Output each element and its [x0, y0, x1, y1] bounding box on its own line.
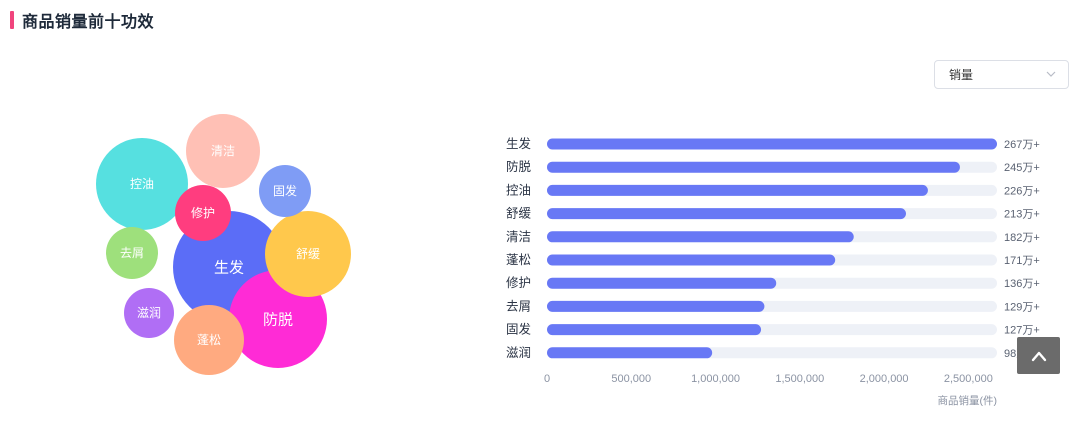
bar-category-label: 修护	[506, 275, 531, 290]
bar-value-label: 136万+	[1004, 278, 1040, 290]
bubble-2[interactable]: 控油	[96, 138, 188, 230]
bar-value-label: 182万+	[1004, 232, 1040, 244]
bar-value-label: 213万+	[1004, 209, 1040, 221]
bar[interactable]	[547, 324, 762, 336]
bubble-circle[interactable]	[186, 114, 260, 188]
bubble-circle[interactable]	[124, 288, 174, 338]
bar-category-label: 蓬松	[506, 253, 531, 267]
bar-category-label: 滋润	[506, 345, 531, 360]
x-tick-label: 2,500,000	[944, 373, 993, 385]
bubble-label: 控油	[130, 177, 154, 191]
bar[interactable]	[547, 208, 906, 220]
bubble-5[interactable]: 蓬松	[174, 305, 244, 375]
x-tick-label: 500,000	[611, 373, 651, 385]
bubble-label: 蓬松	[197, 333, 221, 347]
bubble-label: 去屑	[120, 246, 144, 260]
bubble-circle[interactable]	[106, 227, 158, 279]
bar[interactable]	[547, 347, 713, 359]
bubble-3[interactable]: 舒缓	[265, 211, 351, 297]
bar[interactable]	[547, 277, 777, 289]
section-header: 商品销量前十功效	[10, 10, 155, 31]
back-to-top-button[interactable]	[1017, 337, 1060, 374]
bubble-label: 固发	[273, 183, 297, 198]
bubble-circle[interactable]	[259, 165, 311, 217]
bubble-8[interactable]: 固发	[259, 165, 311, 217]
bar-value-label: 129万+	[1004, 301, 1040, 313]
bubble-4[interactable]: 清洁	[186, 114, 260, 188]
bar-value-label: 171万+	[1004, 255, 1040, 267]
bubble-circle[interactable]	[265, 211, 351, 297]
bar-value-label: 127万+	[1004, 325, 1040, 337]
chevron-down-icon	[1046, 71, 1056, 77]
bar-category-label: 防脱	[506, 159, 532, 174]
bar[interactable]	[547, 138, 997, 150]
bubble-label: 防脱	[263, 311, 293, 328]
bar-value-label: 226万+	[1004, 185, 1040, 197]
metric-select-value: 销量	[949, 68, 974, 82]
bubble-circle[interactable]	[96, 138, 188, 230]
bubble-label: 舒缓	[296, 247, 320, 261]
metric-select[interactable]: 销量	[934, 60, 1069, 89]
bubble-circle[interactable]	[175, 185, 231, 241]
bar[interactable]	[547, 254, 836, 266]
bubble-9[interactable]: 滋润	[124, 288, 174, 338]
bubble-circle[interactable]	[174, 305, 244, 375]
bar-category-label: 清洁	[506, 230, 531, 244]
bar[interactable]	[547, 231, 854, 243]
bar-category-label: 生发	[506, 136, 532, 151]
bar-category-label: 舒缓	[506, 207, 532, 221]
bubble-label: 清洁	[211, 144, 235, 158]
bar-category-label: 固发	[506, 322, 532, 337]
bubble-label: 生发	[214, 259, 244, 276]
bubble-7[interactable]: 去屑	[106, 227, 158, 279]
bar-value-label: 267万+	[1004, 139, 1040, 151]
bar[interactable]	[547, 161, 960, 173]
title-accent-bar	[10, 11, 14, 29]
bar-category-label: 控油	[506, 183, 531, 197]
bar-category-label: 去屑	[506, 299, 531, 313]
bar-value-label: 245万+	[1004, 162, 1040, 174]
page-title: 商品销量前十功效	[22, 14, 155, 31]
x-tick-label: 2,000,000	[860, 373, 909, 385]
bar-chart: 生发 267万+ 防脱 245万+ 控油 226万+ 舒缓 213万+ 清洁 182万+ 蓬松 171…	[506, 136, 1040, 407]
x-tick-label: 0	[544, 373, 550, 385]
x-axis-label: 商品销量(件)	[938, 394, 998, 407]
chevron-up-icon	[1031, 351, 1046, 361]
x-tick-label: 1,500,000	[775, 373, 824, 385]
bubble-label: 滋润	[137, 306, 161, 320]
bar[interactable]	[547, 300, 765, 312]
x-tick-label: 1,000,000	[691, 373, 740, 385]
bubble-6[interactable]: 修护	[175, 185, 231, 241]
bar[interactable]	[547, 184, 928, 196]
bubble-label: 修护	[191, 205, 215, 220]
